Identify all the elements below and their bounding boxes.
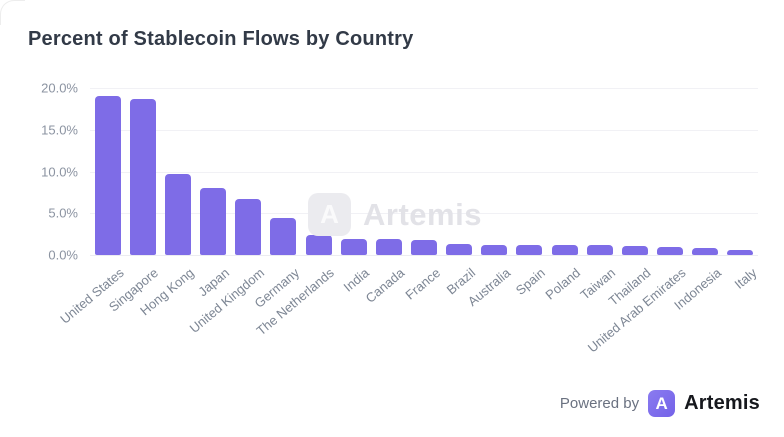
gridline: [90, 171, 758, 173]
y-axis-tick-label: 0.0%: [48, 247, 78, 263]
watermark: A Artemis: [308, 193, 482, 236]
x-axis-label: Spain: [513, 265, 549, 298]
bar-france[interactable]: [411, 239, 437, 255]
y-axis-tick-label: 5.0%: [48, 205, 78, 221]
x-axis-label: France: [401, 265, 443, 303]
bar-hong-kong[interactable]: [164, 174, 191, 255]
y-axis-tick-label: 10.0%: [41, 164, 78, 179]
bar-the-netherlands[interactable]: [305, 234, 332, 255]
brand-name: Artemis: [684, 392, 760, 414]
gridline: [90, 129, 758, 131]
gridline: [90, 213, 758, 215]
bar-taiwan[interactable]: [586, 244, 613, 255]
y-axis-tick-label: 20.0%: [41, 80, 78, 96]
gridline: [90, 88, 758, 89]
bar-united-kingdom[interactable]: [235, 199, 262, 255]
bar-united-arab-emirates[interactable]: [657, 246, 684, 255]
gridline: [90, 255, 758, 256]
powered-by-footer: Powered by A Artemis: [560, 390, 760, 417]
bar-singapore[interactable]: [129, 98, 156, 255]
chart-title: Percent of Stablecoin Flows by Country: [28, 28, 414, 50]
bar-spain[interactable]: [516, 244, 543, 255]
x-axis-label: Italy: [731, 265, 760, 292]
artemis-logo-icon: A: [308, 193, 351, 236]
bar-united-states[interactable]: [94, 96, 121, 255]
bar-indonesia[interactable]: [692, 248, 719, 255]
powered-by-label: Powered by: [559, 395, 640, 412]
bar-canada[interactable]: [375, 239, 402, 255]
watermark-text: Artemis: [363, 196, 482, 232]
bar-japan[interactable]: [200, 188, 227, 255]
x-axis-label: Poland: [542, 265, 584, 303]
bar-brazil[interactable]: [446, 244, 473, 255]
x-axis-label: Canada: [362, 265, 408, 306]
bar-india[interactable]: [340, 239, 367, 255]
bar-poland[interactable]: [551, 244, 578, 255]
bar-germany[interactable]: [270, 218, 297, 255]
bar-australia[interactable]: [481, 244, 508, 255]
bar-italy[interactable]: [727, 250, 754, 255]
bar-thailand[interactable]: [621, 245, 648, 255]
y-axis-tick-label: 15.0%: [41, 122, 78, 138]
artemis-logo-icon: A: [648, 390, 676, 417]
plot-area: 0.0% 5.0% 10.0% 15.0% 20.0% A Artemis United…: [41, 81, 759, 356]
